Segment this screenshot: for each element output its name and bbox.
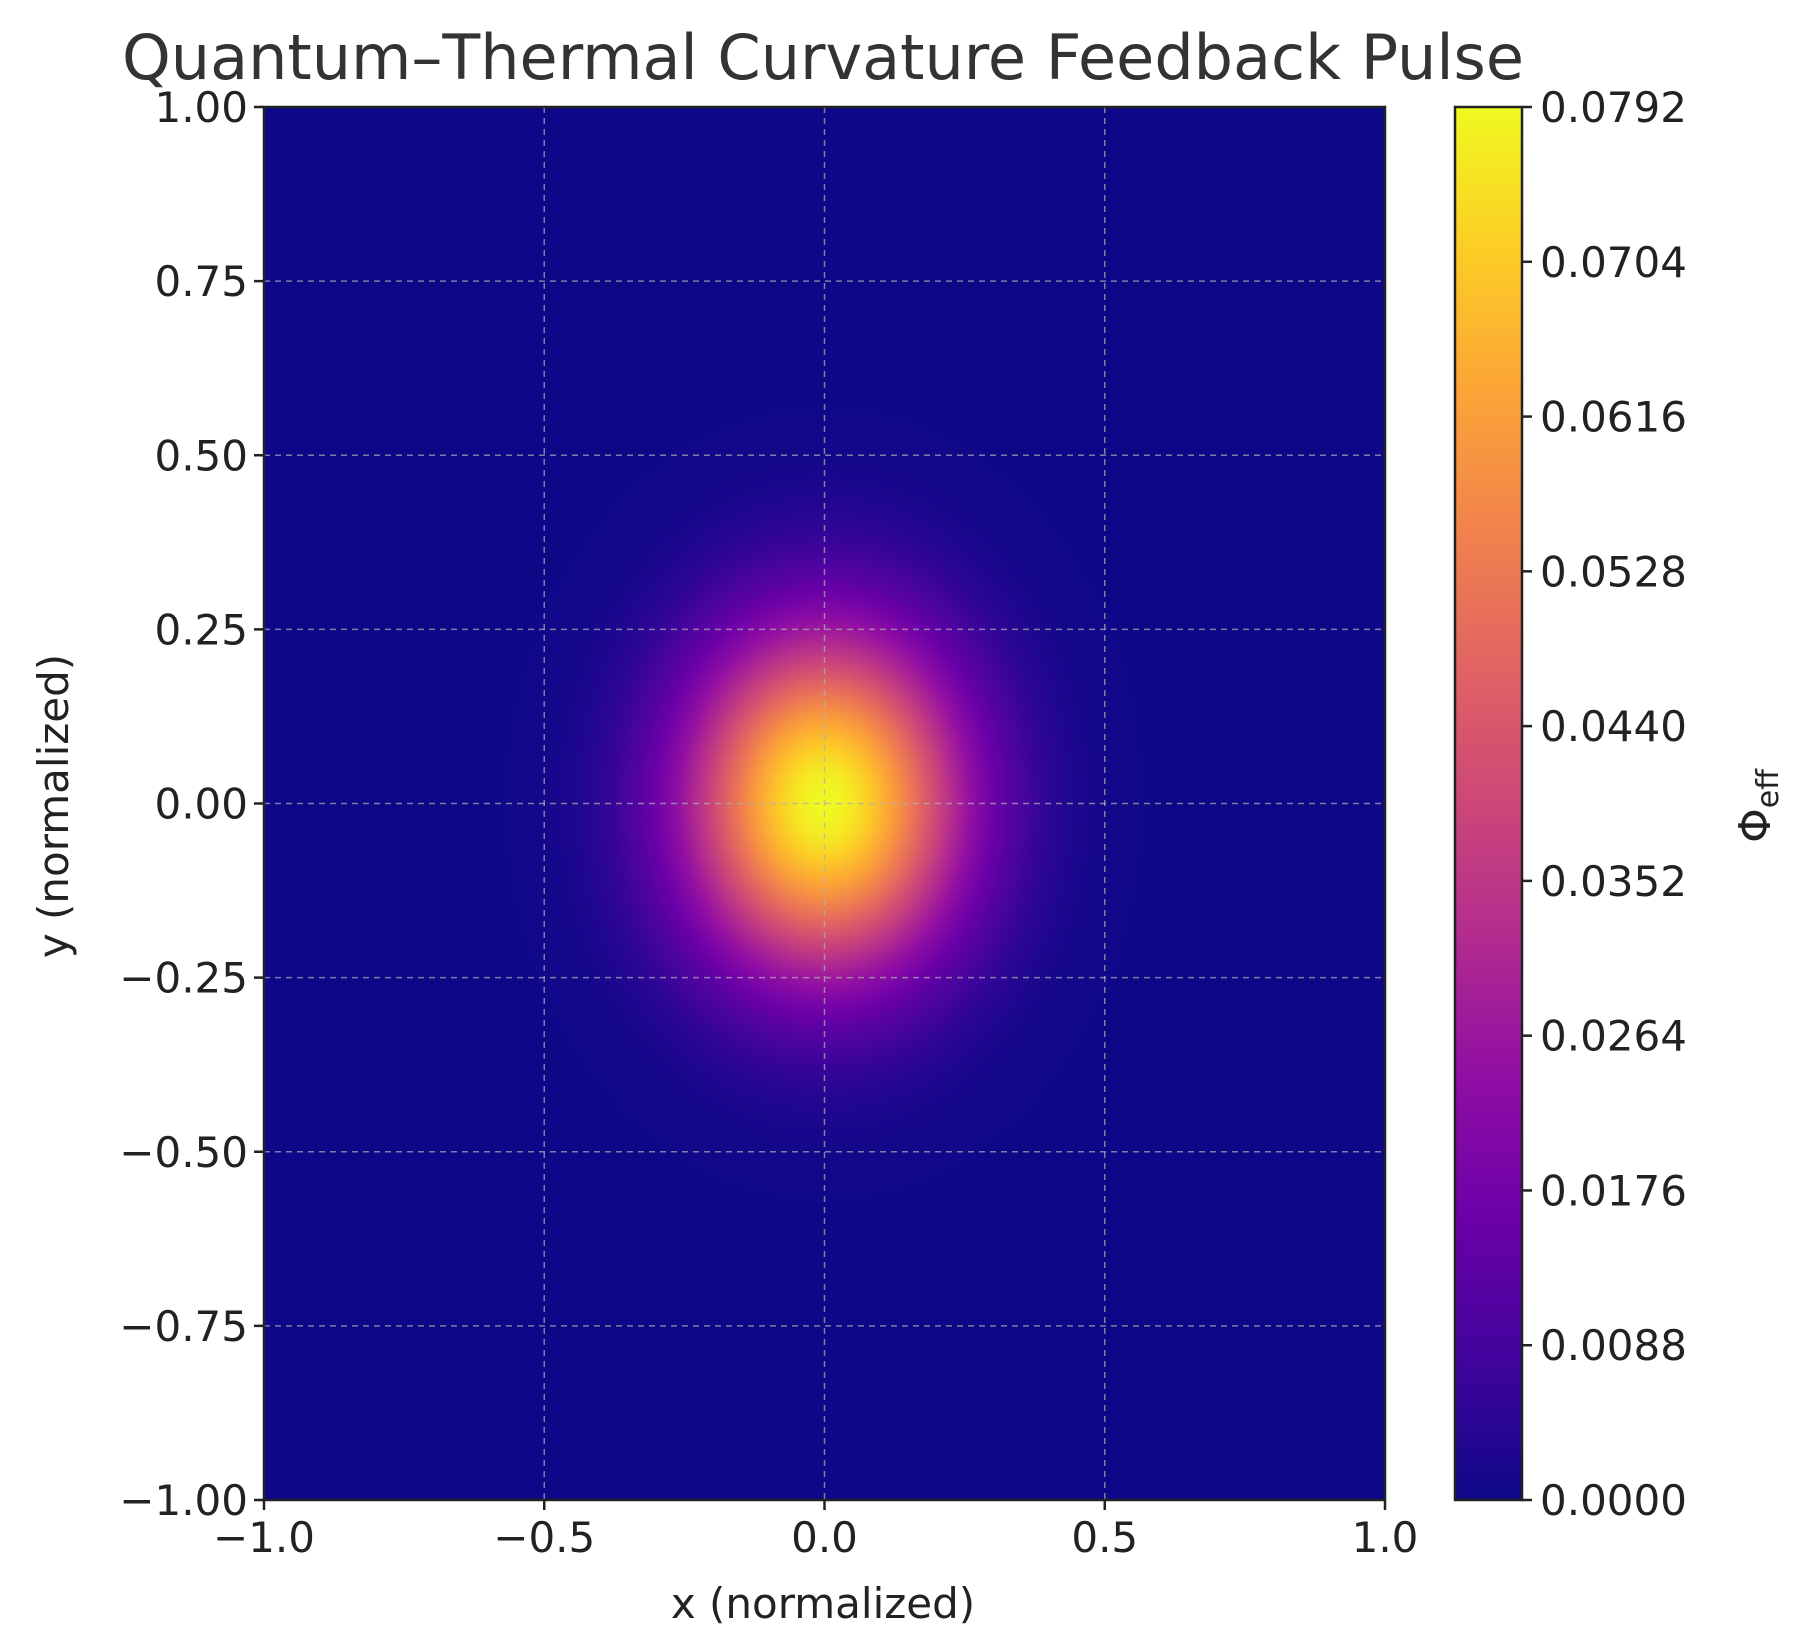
colorbar-tick-label: 0.0440 xyxy=(1540,702,1687,751)
y-tick-label: −0.50 xyxy=(119,1128,248,1177)
colorbar-tick-label: 0.0176 xyxy=(1540,1166,1687,1215)
y-tick-label: −1.00 xyxy=(119,1476,248,1525)
y-tick-label: 0.50 xyxy=(154,431,248,480)
y-axis-label: y (normalized) xyxy=(29,654,78,958)
y-tick-label: 0.25 xyxy=(154,605,248,654)
y-tick-label: −0.75 xyxy=(119,1302,248,1351)
y-tick-label: 0.75 xyxy=(154,257,248,306)
colorbar-tick-label: 0.0704 xyxy=(1540,238,1687,287)
colorbar-tick-label: 0.0616 xyxy=(1540,393,1687,442)
colorbar-label-sub: eff xyxy=(1751,768,1786,808)
colorbar-scale xyxy=(1453,105,1524,1502)
x-tick-label: 1.0 xyxy=(1352,1513,1419,1562)
x-tick-label: 0.0 xyxy=(791,1513,858,1562)
y-axis: 1.00 0.75 0.50 0.25 0.00 −0.25 −0.50 −0.75 −1.00 xyxy=(119,83,264,1525)
colorbar-ticks: 0.0000 0.0088 0.0176 0.0264 0.0352 0.0440 0.05… xyxy=(1522,83,1687,1525)
colorbar-tick-label: 0.0792 xyxy=(1540,83,1687,132)
plot-area xyxy=(262,105,1387,1502)
colorbar-tick-label: 0.0528 xyxy=(1540,547,1687,596)
x-tick-label: −0.5 xyxy=(493,1513,595,1562)
x-axis-label: x (normalized) xyxy=(671,1579,975,1628)
x-tick-label: 0.5 xyxy=(1071,1513,1138,1562)
colorbar-tick-label: 0.0264 xyxy=(1540,1012,1687,1061)
colorbar: 0.0000 0.0088 0.0176 0.0264 0.0352 0.0440 0.05… xyxy=(1453,83,1786,1525)
y-tick-label: −0.25 xyxy=(119,954,248,1003)
colorbar-tick-label: 0.0000 xyxy=(1540,1476,1687,1525)
y-tick-label: 1.00 xyxy=(154,83,248,132)
colorbar-label-main: Φ xyxy=(1730,808,1781,843)
x-tick-label: −1.0 xyxy=(213,1513,315,1562)
colorbar-tick-label: 0.0352 xyxy=(1540,857,1687,906)
y-tick-label: 0.00 xyxy=(154,780,248,829)
colorbar-label: Φeff xyxy=(1730,768,1786,843)
colorbar-tick-label: 0.0088 xyxy=(1540,1321,1687,1370)
x-axis: −1.0 −0.5 0.0 0.5 1.0 xyxy=(213,1500,1418,1562)
chart-title: Quantum–Thermal Curvature Feedback Pulse xyxy=(122,21,1524,94)
